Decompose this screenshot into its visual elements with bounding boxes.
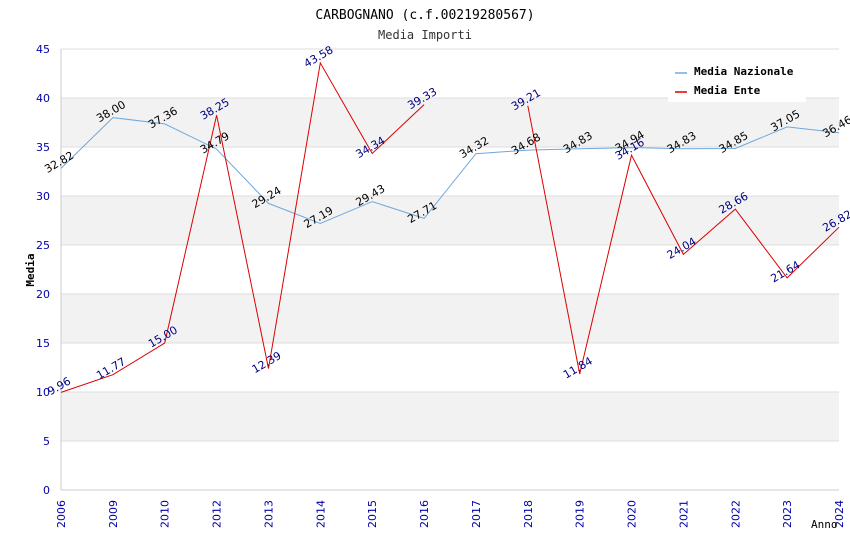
data-label: 12.39 [250,349,284,376]
background-band [61,294,839,343]
data-label: 11.84 [561,354,595,381]
x-tick-label: 2023 [781,500,794,528]
x-tick-label: 2015 [366,500,379,528]
y-tick-label: 30 [36,190,50,203]
series-lines [60,61,840,393]
x-tick-label: 2021 [677,500,690,528]
y-tick-label: 0 [43,484,50,497]
y-tick-labels: 0 5 10 15 20 25 30 35 40 45 [36,43,50,497]
x-tick-label: 2012 [211,500,224,528]
x-tick-label: 2010 [159,500,172,528]
y-tick-label: 35 [36,141,50,154]
legend-label-media-nazionale: Media Nazionale [694,65,794,78]
data-label: 21.64 [768,258,802,285]
y-tick-label: 45 [36,43,50,56]
x-tick-label: 2018 [522,500,535,528]
y-tick-label: 25 [36,239,50,252]
x-tick-labels: 2006 2009 2010 2012 2013 2014 2015 2016 2017 2018… [55,500,846,528]
background-band [61,392,839,441]
legend-background [668,60,806,102]
x-tick-label: 2016 [418,500,431,528]
x-tick-label: 2022 [729,500,742,528]
legend: Media Nazionale Media Ente [668,60,806,102]
x-tick-label: 2020 [626,500,639,528]
y-tick-label: 15 [36,337,50,350]
series-line-media-nazionale [60,117,840,225]
y-tick-label: 10 [36,386,50,399]
y-tick-label: 5 [43,435,50,448]
x-axis-label: Anno [811,518,838,531]
x-tick-label: 2013 [262,500,275,528]
series-line-media-ente [527,105,840,375]
chart-subtitle: Media Importi [378,28,472,42]
x-tick-label: 2009 [107,500,120,528]
axes [60,49,839,491]
y-axis-label: Media [24,253,37,286]
legend-label-media-ente: Media Ente [694,84,761,97]
x-tick-label: 2006 [55,500,68,528]
x-tick-label: 2014 [314,500,327,528]
data-label: 11.77 [94,355,128,382]
data-label: 43.58 [302,43,336,70]
y-tick-label: 20 [36,288,50,301]
x-tick-label: 2024 [833,500,846,528]
background-bands [61,98,839,441]
background-band [61,98,839,147]
series-line-media-ente [60,61,425,393]
background-band [61,196,839,245]
x-tick-label: 2019 [574,500,587,528]
y-tick-label: 40 [36,92,50,105]
chart-title: CARBOGNANO (c.f.00219280567) [315,8,534,23]
x-tick-label: 2017 [470,500,483,528]
